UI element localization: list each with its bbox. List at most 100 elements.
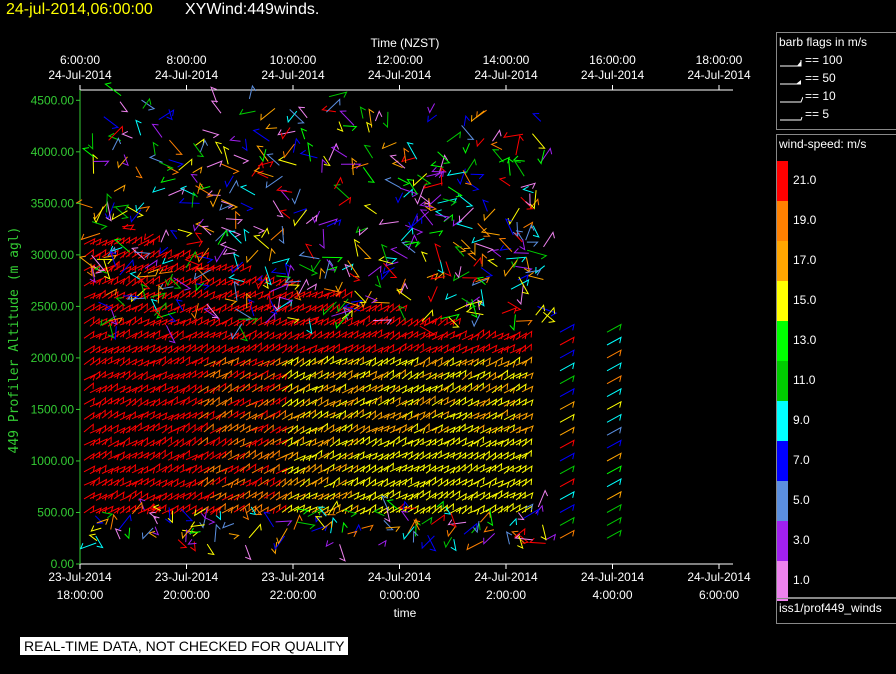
- wind-barb: [185, 384, 197, 393]
- wind-barb: [155, 492, 168, 500]
- wind-barb: [209, 505, 222, 514]
- wind-barb: [341, 358, 354, 366]
- wind-barb: [403, 147, 410, 164]
- wind-barb: [256, 145, 269, 162]
- wind-barb: [197, 411, 209, 420]
- wind-barb: [483, 208, 496, 222]
- barb-legend-item: == 50: [779, 71, 895, 89]
- wind-barb: [197, 385, 209, 394]
- wind-barb: [275, 343, 288, 351]
- wind-barb: [485, 344, 498, 352]
- wind-barb: [461, 493, 474, 501]
- wind-barb: [101, 277, 114, 285]
- wind-barb: [521, 491, 534, 499]
- wind-barb: [149, 358, 162, 365]
- wind-barb: [443, 346, 455, 354]
- wind-barb: [437, 410, 450, 418]
- wind-barb: [209, 464, 221, 473]
- wind-barb: [233, 331, 245, 340]
- wind-barb: [377, 370, 389, 380]
- wind-barb: [323, 355, 334, 365]
- wind-barb: [389, 357, 402, 365]
- wind-barb: [152, 186, 166, 193]
- wind-barb: [334, 176, 344, 190]
- wind-barb: [155, 355, 167, 365]
- wind-barb: [437, 396, 449, 405]
- wind-barb: [427, 286, 438, 303]
- wind-barb: [257, 464, 270, 473]
- y-tick-label: 2000.00: [31, 351, 75, 365]
- wind-barb: [149, 494, 162, 502]
- wind-barb: [154, 302, 167, 316]
- top-axis-label: Time (NZST): [371, 36, 440, 50]
- wind-barb: [210, 508, 218, 516]
- wind-barb: [275, 477, 286, 487]
- wind-barb: [455, 396, 467, 406]
- wind-barb: [185, 265, 198, 273]
- wind-barb: [317, 506, 327, 517]
- wind-barb: [380, 243, 388, 263]
- wind-barb: [191, 453, 204, 461]
- wind-barb: [401, 410, 413, 419]
- bottom-axis-label: time: [394, 606, 417, 620]
- wind-barb: [429, 230, 444, 237]
- wind-barb: [449, 398, 461, 408]
- wind-barb: [329, 290, 342, 298]
- wind-barb: [329, 330, 341, 339]
- wind-barb: [461, 424, 474, 432]
- wind-barb: [395, 451, 408, 459]
- wind-barb: [89, 492, 102, 500]
- wind-barb: [173, 463, 185, 473]
- wind-barb: [245, 449, 256, 459]
- wind-barb: [503, 372, 515, 381]
- wind-barb: [89, 427, 102, 435]
- wind-barb: [89, 507, 102, 515]
- wind-barb: [434, 169, 445, 178]
- wind-barb: [311, 330, 323, 340]
- wind-barb: [435, 214, 451, 222]
- wind-barb: [113, 317, 124, 327]
- wind-barb: [471, 314, 481, 328]
- wind-barb: [431, 411, 444, 419]
- wind-barb: [413, 317, 424, 327]
- wind-barb: [269, 278, 282, 286]
- wind-barb: [113, 238, 130, 253]
- wind-barb: [296, 508, 310, 515]
- wind-barb: [137, 370, 148, 380]
- wind-barb: [497, 505, 509, 514]
- wind-barb: [179, 503, 191, 512]
- wind-barb: [353, 493, 366, 500]
- timestamp: 24-jul-2014,06:00:00: [6, 1, 153, 18]
- wind-barb: [131, 358, 144, 366]
- wind-barb: [143, 410, 156, 418]
- wind-barb: [257, 369, 269, 378]
- wind-barb: [110, 309, 118, 326]
- wind-barb: [299, 454, 312, 462]
- wind-barb: [143, 439, 155, 448]
- wind-barb: [413, 437, 424, 447]
- wind-barb: [359, 399, 372, 407]
- wind-barb: [504, 218, 514, 236]
- wind-barb: [239, 371, 251, 380]
- wind-barb: [326, 98, 341, 113]
- wind-barb: [491, 479, 504, 487]
- wind-barb: [185, 478, 197, 488]
- quality-notice: REAL-TIME DATA, NOT CHECKED FOR QUALITY: [20, 637, 349, 655]
- wind-barb: [254, 506, 263, 516]
- wind-barb: [173, 319, 186, 327]
- wind-barb: [503, 360, 516, 368]
- wind-barb: [323, 492, 336, 500]
- wind-barb: [110, 513, 118, 530]
- wind-barb: [481, 253, 488, 267]
- wind-barb: [491, 356, 504, 365]
- wind-barb: [168, 187, 185, 196]
- wind-barb: [191, 398, 203, 407]
- wind-barb: [281, 436, 293, 445]
- wind-barb: [403, 188, 413, 198]
- barb-legend-item: == 100: [779, 53, 895, 71]
- wind-barb: [257, 330, 269, 339]
- wind-barb: [93, 203, 108, 220]
- wind-barb: [91, 254, 106, 272]
- wind-barb: [137, 263, 149, 271]
- wind-barb: [464, 158, 477, 175]
